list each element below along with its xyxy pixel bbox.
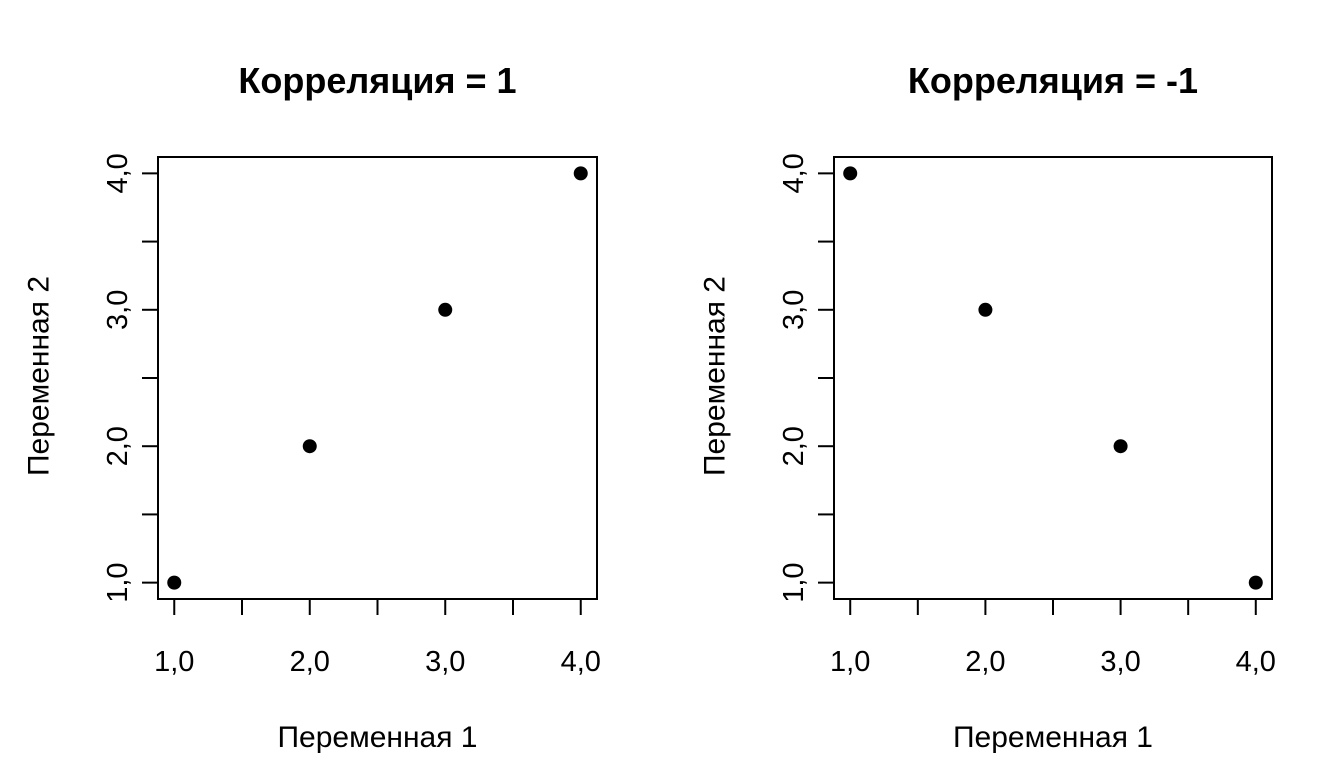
x-tick-label: 1,0 (154, 646, 194, 678)
panel-positive-correlation: Корреляция = 1 1,0 2,0 3,0 4,0 1,0 2,0 3,0 4,0 Пе… (23, 60, 601, 754)
data-point (573, 166, 588, 181)
y-tick-label: 2,0 (102, 426, 134, 466)
data-point (167, 575, 182, 590)
data-point (1113, 439, 1128, 454)
plot-frame (157, 156, 598, 600)
y-axis-label: Переменная 2 (699, 276, 732, 476)
data-point (1248, 575, 1263, 590)
x-tick-label: 3,0 (1100, 646, 1140, 678)
y-tick-label: 3,0 (778, 290, 810, 330)
y-tick-label: 4,0 (778, 153, 810, 193)
x-tick-label: 4,0 (561, 646, 601, 678)
y-tick-label: 4,0 (102, 153, 134, 193)
x-tick-label: 3,0 (425, 646, 465, 678)
y-tick-label: 2,0 (778, 426, 810, 466)
chart-title: Корреляция = 1 (238, 60, 516, 101)
x-tick-label: 1,0 (830, 646, 870, 678)
data-point (438, 302, 453, 317)
y-tick-label: 1,0 (778, 562, 810, 602)
y-tick-label: 1,0 (102, 562, 134, 602)
x-axis-label: Переменная 1 (953, 721, 1153, 754)
x-tick-label: 2,0 (290, 646, 330, 678)
plot-frame (833, 156, 1273, 600)
x-axis-label: Переменная 1 (277, 721, 477, 754)
x-tick-label: 2,0 (965, 646, 1005, 678)
y-axis-label: Переменная 2 (23, 276, 56, 476)
x-tick-label: 4,0 (1236, 646, 1276, 678)
data-point (302, 439, 317, 454)
data-point (978, 302, 993, 317)
chart-title: Корреляция = -1 (908, 60, 1198, 101)
panel-negative-correlation: Корреляция = -1 1,0 2,0 3,0 4,0 1,0 2,0 3,0 4,0 П… (699, 60, 1276, 754)
data-point (843, 166, 858, 181)
y-tick-label: 3,0 (102, 290, 134, 330)
